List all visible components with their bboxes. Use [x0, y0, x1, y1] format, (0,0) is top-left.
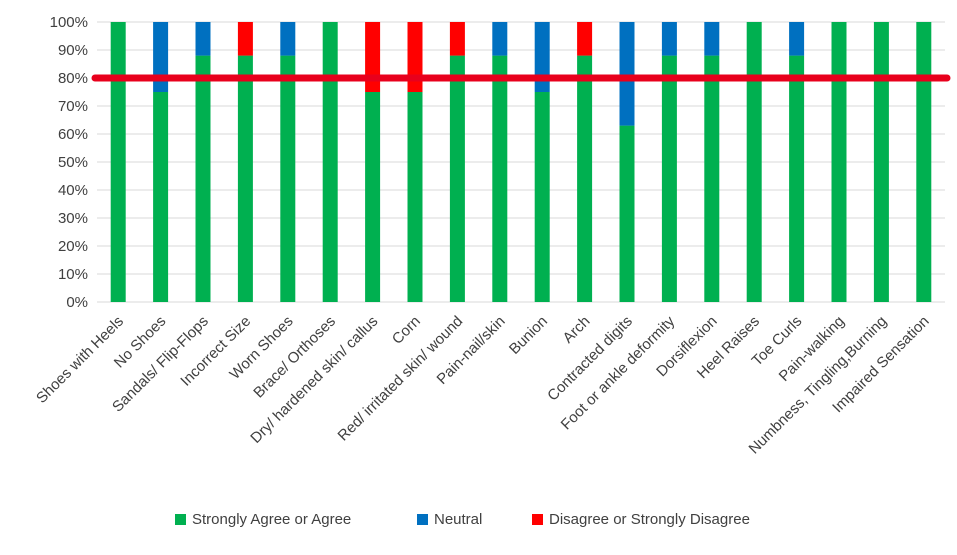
- bar-segment-disagree: [577, 22, 593, 56]
- bar-segment-agree: [661, 55, 677, 302]
- y-tick-label: 0%: [66, 294, 88, 311]
- legend-label: Disagree or Strongly Disagree: [549, 511, 750, 528]
- bar-segment-neutral: [789, 22, 805, 56]
- bar-segment-disagree: [237, 22, 253, 56]
- bar-segment-agree: [873, 22, 889, 302]
- x-category-label: Arch: [560, 313, 594, 347]
- bar-segment-agree: [365, 92, 381, 302]
- legend-label: Strongly Agree or Agree: [192, 511, 351, 528]
- bar-segment-agree: [322, 22, 338, 302]
- bar-segment-neutral: [492, 22, 508, 56]
- x-category-label: Bunion: [506, 313, 551, 358]
- legend: Strongly Agree or Agree Neutral Disagree o…: [175, 511, 750, 528]
- bar-segment-agree: [153, 92, 169, 302]
- y-tick-label: 10%: [58, 266, 88, 283]
- bar-segment-agree: [746, 22, 762, 302]
- bar-segment-neutral: [195, 22, 211, 56]
- y-tick-label: 30%: [58, 210, 88, 227]
- y-tick-label: 90%: [58, 42, 88, 59]
- bar-segment-agree: [619, 125, 635, 302]
- bar-segment-agree: [916, 22, 932, 302]
- y-tick-label: 50%: [58, 154, 88, 171]
- y-axis-tick-labels: 0% 10% 20% 30% 40% 50% 60% 70% 80% 90% 100%: [50, 14, 88, 311]
- bar-segment-agree: [195, 55, 211, 302]
- bar-segment-neutral: [280, 22, 296, 56]
- bar-segment-neutral: [704, 22, 720, 56]
- bar-segment-agree: [577, 55, 593, 302]
- y-tick-label: 60%: [58, 126, 88, 143]
- legend-label: Neutral: [434, 511, 482, 528]
- bar-segment-neutral: [661, 22, 677, 56]
- y-tick-label: 80%: [58, 70, 88, 87]
- y-tick-label: 100%: [50, 14, 88, 31]
- bar-segment-agree: [789, 55, 805, 302]
- legend-swatch: [175, 514, 186, 525]
- x-category-label: Corn: [389, 313, 424, 348]
- gridlines: [97, 21, 945, 303]
- legend-swatch: [417, 514, 428, 525]
- bar-segment-disagree: [449, 22, 465, 56]
- y-tick-label: 20%: [58, 238, 88, 255]
- bar-segment-neutral: [619, 22, 635, 126]
- bar-segment-agree: [704, 55, 720, 302]
- bar-segment-agree: [492, 55, 508, 302]
- bars: [110, 22, 932, 302]
- bar-segment-agree: [449, 55, 465, 302]
- y-tick-label: 70%: [58, 98, 88, 115]
- bar-segment-agree: [407, 92, 423, 302]
- bar-segment-agree: [534, 92, 550, 302]
- y-tick-label: 40%: [58, 182, 88, 199]
- bar-segment-agree: [110, 22, 126, 302]
- bar-segment-agree: [237, 55, 253, 302]
- bar-segment-agree: [831, 22, 847, 302]
- bar-segment-agree: [280, 55, 296, 302]
- legend-swatch: [532, 514, 543, 525]
